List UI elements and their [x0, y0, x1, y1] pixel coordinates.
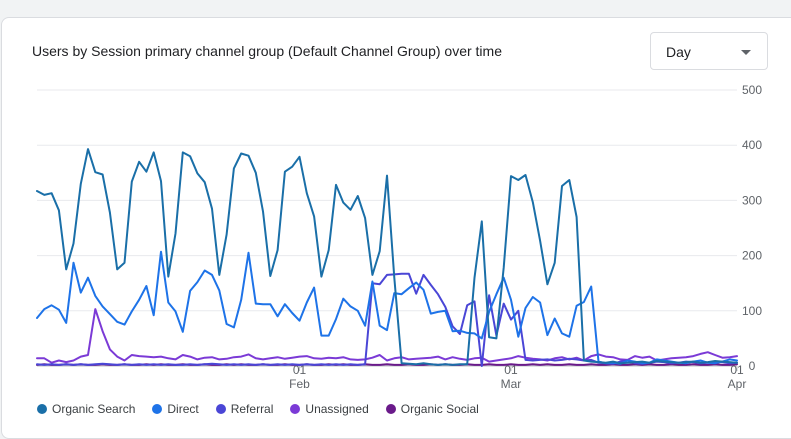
x-tick-label-month: Feb [289, 377, 310, 391]
legend-label: Organic Social [400, 402, 479, 416]
y-tick-label: 500 [742, 83, 762, 97]
legend-dot-icon [37, 404, 47, 414]
legend-dot-icon [152, 404, 163, 414]
series-line-organic-search [36, 148, 738, 366]
y-tick-label: 400 [742, 138, 762, 152]
granularity-dropdown[interactable]: Day [650, 32, 768, 70]
legend-label: Referral [230, 402, 274, 416]
legend-item-referral[interactable]: Referral [215, 402, 274, 416]
y-tick-label: 200 [742, 249, 762, 263]
x-tick-label-day: 01 [504, 363, 518, 377]
dropdown-value: Day [666, 44, 691, 60]
legend-label: Direct [167, 402, 199, 416]
y-tick-label: 100 [742, 304, 762, 318]
chart-title: Users by Session primary channel group (… [32, 43, 502, 59]
y-tick-label: 300 [742, 193, 762, 207]
legend-item-organic-social[interactable]: Organic Social [385, 402, 479, 416]
legend-item-direct[interactable]: Direct [152, 402, 199, 416]
legend-label: Unassigned [305, 402, 369, 416]
legend-dot-icon [385, 404, 396, 414]
x-tick-label-month: Apr [728, 377, 747, 391]
series-line-unassigned [36, 308, 738, 364]
legend-label: Organic Search [52, 402, 136, 416]
x-tick-label-day: 01 [293, 363, 307, 377]
legend-dot-icon [215, 404, 226, 414]
legend-item-organic-search[interactable]: Organic Search [37, 402, 135, 416]
legend-item-unassigned[interactable]: Unassigned [290, 402, 369, 416]
x-tick-label-month: Mar [501, 377, 522, 391]
chart-card [1, 17, 791, 439]
y-tick-label: 0 [749, 359, 756, 373]
legend-dot-icon [290, 404, 301, 414]
series-line-referral [36, 272, 738, 367]
series-line-direct [36, 250, 738, 365]
chart-legend: Organic Search Direct Referral Unassigned Or… [37, 402, 496, 416]
x-tick-label-day: 01 [730, 363, 744, 377]
chevron-down-icon [741, 50, 751, 55]
